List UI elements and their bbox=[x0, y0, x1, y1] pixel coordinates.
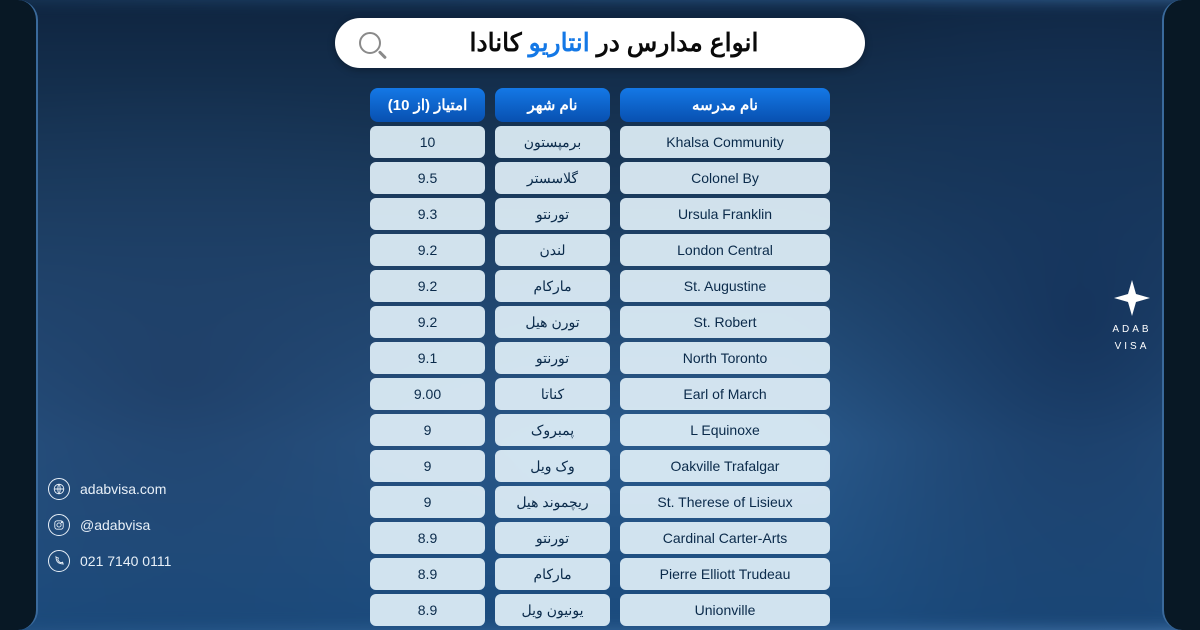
table-cell-score: 9.2 bbox=[370, 306, 485, 338]
table-cell-school: North Toronto bbox=[620, 342, 830, 374]
table-cell-school: Earl of March bbox=[620, 378, 830, 410]
table-cell-city: مارکام bbox=[495, 558, 610, 590]
table-cell-score: 8.9 bbox=[370, 558, 485, 590]
phone-icon bbox=[48, 550, 70, 572]
phone-text: 021 7140 0111 bbox=[80, 553, 171, 569]
table-cell-school: Unionville bbox=[620, 594, 830, 626]
contact-phone[interactable]: 021 7140 0111 bbox=[48, 550, 171, 572]
schools-table: نام مدرسه Khalsa Community Colonel By Ursu… bbox=[370, 88, 830, 626]
table-cell-school: St. Augustine bbox=[620, 270, 830, 302]
search-icon bbox=[359, 32, 381, 54]
table-cell-school: L Equinoxe bbox=[620, 414, 830, 446]
instagram-icon bbox=[48, 514, 70, 536]
table-cell-city: کناتا bbox=[495, 378, 610, 410]
table-cell-city: تورنتو bbox=[495, 198, 610, 230]
table-cell-city: گلاسستر bbox=[495, 162, 610, 194]
contact-block: adabvisa.com @adabvisa 021 7140 0111 bbox=[48, 478, 171, 572]
header-score: امتیاز (از 10) bbox=[370, 88, 485, 122]
globe-icon bbox=[48, 478, 70, 500]
web-text: adabvisa.com bbox=[80, 481, 166, 497]
table-cell-city: لندن bbox=[495, 234, 610, 266]
contact-social[interactable]: @adabvisa bbox=[48, 514, 171, 536]
table-cell-school: Khalsa Community bbox=[620, 126, 830, 158]
table-cell-school: St. Therese of Lisieux bbox=[620, 486, 830, 518]
table-cell-city: تورن هیل bbox=[495, 306, 610, 338]
title-prefix: انواع مدارس در bbox=[590, 29, 759, 57]
table-cell-school: Colonel By bbox=[620, 162, 830, 194]
social-text: @adabvisa bbox=[80, 517, 150, 533]
header-school: نام مدرسه bbox=[620, 88, 830, 122]
table-cell-score: 9.3 bbox=[370, 198, 485, 230]
table-cell-score: 9 bbox=[370, 486, 485, 518]
table-cell-city: پمبروک bbox=[495, 414, 610, 446]
table-cell-city: ریچموند هیل bbox=[495, 486, 610, 518]
search-bar[interactable]: انواع مدارس در انتاریو کانادا bbox=[335, 18, 865, 68]
search-title: انواع مدارس در انتاریو کانادا bbox=[381, 28, 847, 58]
table-cell-city: یونیون ویل bbox=[495, 594, 610, 626]
brand-line1: ADAB bbox=[1112, 324, 1151, 335]
table-cell-school: London Central bbox=[620, 234, 830, 266]
column-school: نام مدرسه Khalsa Community Colonel By Ursu… bbox=[620, 88, 830, 626]
table-cell-score: 9 bbox=[370, 450, 485, 482]
table-cell-school: Pierre Elliott Trudeau bbox=[620, 558, 830, 590]
table-cell-city: مارکام bbox=[495, 270, 610, 302]
table-cell-city: وک ویل bbox=[495, 450, 610, 482]
table-cell-school: Cardinal Carter-Arts bbox=[620, 522, 830, 554]
table-cell-score: 9.2 bbox=[370, 234, 485, 266]
title-suffix: کانادا bbox=[470, 29, 529, 57]
table-cell-score: 9.2 bbox=[370, 270, 485, 302]
table-cell-school: Oakville Trafalgar bbox=[620, 450, 830, 482]
contact-web[interactable]: adabvisa.com bbox=[48, 478, 171, 500]
table-cell-school: Ursula Franklin bbox=[620, 198, 830, 230]
star-icon bbox=[1112, 278, 1152, 318]
column-city: نام شهر برمپستون گلاسستر تورنتو لندن مارکام ت… bbox=[495, 88, 610, 626]
table-cell-score: 8.9 bbox=[370, 594, 485, 626]
title-accent: انتاریو bbox=[529, 29, 590, 57]
brand-line2: VISA bbox=[1115, 341, 1150, 352]
table-cell-score: 9 bbox=[370, 414, 485, 446]
table-cell-score: 10 bbox=[370, 126, 485, 158]
table-cell-score: 8.9 bbox=[370, 522, 485, 554]
content-area: انواع مدارس در انتاریو کانادا نام مدرسه … bbox=[0, 0, 1200, 630]
table-cell-score: 9.5 bbox=[370, 162, 485, 194]
header-city: نام شهر bbox=[495, 88, 610, 122]
table-cell-city: تورنتو bbox=[495, 522, 610, 554]
table-cell-score: 9.00 bbox=[370, 378, 485, 410]
table-cell-city: تورنتو bbox=[495, 342, 610, 374]
table-cell-school: St. Robert bbox=[620, 306, 830, 338]
table-cell-score: 9.1 bbox=[370, 342, 485, 374]
brand-logo: ADAB VISA bbox=[1112, 278, 1152, 352]
column-score: امتیاز (از 10) 10 9.5 9.3 9.2 9.2 9.2 9.1 9.00 9… bbox=[370, 88, 485, 626]
table-cell-city: برمپستون bbox=[495, 126, 610, 158]
